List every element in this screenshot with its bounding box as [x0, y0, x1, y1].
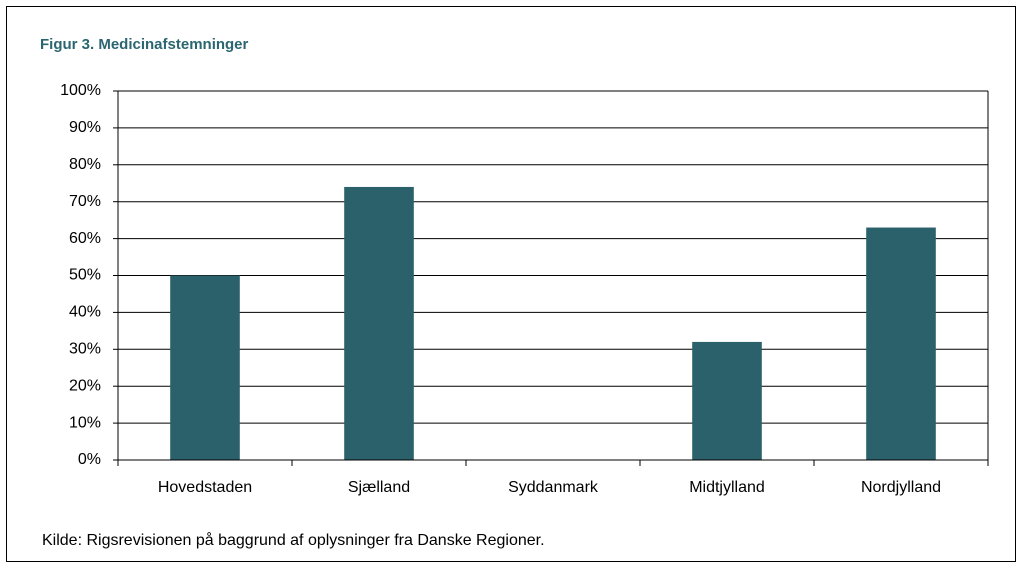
source-note: Kilde: Rigsrevisionen på baggrund af opl… [42, 531, 545, 549]
y-tick-label: 60% [69, 230, 101, 247]
chart-title: Figur 3. Medicinafstemninger [40, 36, 249, 53]
x-tick-label: Sjælland [348, 479, 410, 496]
x-tick-label: Hovedstaden [158, 479, 252, 496]
bar [866, 227, 936, 460]
y-tick-label: 50% [69, 267, 101, 284]
frame [6, 6, 1016, 562]
bar [344, 186, 414, 460]
y-tick-label: 70% [69, 193, 101, 210]
x-tick-label: Nordjylland [861, 479, 941, 496]
y-tick-label: 10% [69, 414, 101, 431]
x-tick-label: Midtjylland [689, 479, 765, 496]
bar [692, 341, 762, 460]
y-tick-label: 20% [69, 377, 101, 394]
y-tick-label: 30% [69, 341, 101, 358]
y-tick-label: 100% [60, 82, 101, 99]
y-tick-label: 0% [78, 451, 101, 468]
y-tick-label: 90% [69, 119, 101, 136]
x-tick-label: Syddanmark [508, 479, 599, 496]
bar [170, 275, 240, 460]
y-tick-label: 80% [69, 156, 101, 173]
y-tick-label: 40% [69, 304, 101, 321]
